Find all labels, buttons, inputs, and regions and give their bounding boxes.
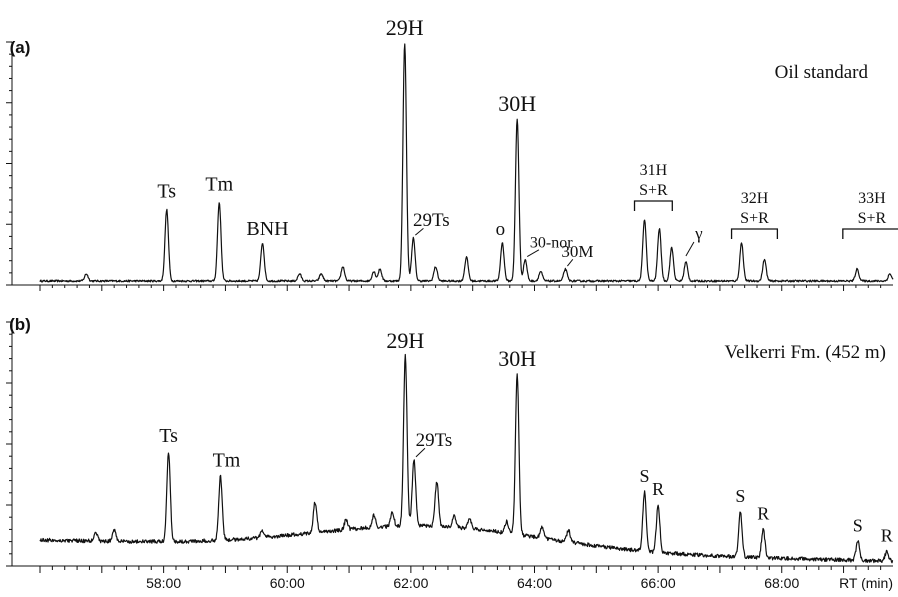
gamma-label: γ [694, 224, 703, 243]
x-tick-label: 66:00 [641, 575, 676, 591]
sample-annotation: Oil standard [775, 62, 869, 83]
peak-group-label: 32H [741, 190, 769, 207]
label-pointer [526, 249, 540, 258]
peak-label: 29H [386, 15, 424, 40]
peak-group-bracket [633, 200, 673, 211]
peak-group-epimers: S+R [740, 210, 769, 227]
chromatogram-trace [39, 43, 894, 283]
peak-label: Tm [205, 173, 233, 195]
peak-label: S [735, 486, 745, 506]
peak-label: 29H [386, 328, 424, 353]
panel-label: (b) [9, 315, 31, 334]
peak-label: BNH [246, 218, 288, 240]
peak-group-label: 33H [858, 190, 886, 207]
x-tick-label: 68:00 [764, 575, 799, 591]
peak-label: 30H [498, 91, 536, 116]
peak-label: 29Ts [413, 210, 450, 231]
peak-label: 30-nor [530, 235, 573, 252]
label-pointer [685, 241, 695, 257]
peak-label: o [496, 219, 506, 240]
x-axis: 58:00 60:00 62:00 64:00 66:00 68:00 RT (min) [12, 565, 893, 591]
peak-group-label: 31H [640, 162, 668, 179]
peak-label: 29Ts [416, 430, 453, 451]
x-axis-label: RT (min) [839, 575, 893, 591]
peak-label: R [757, 503, 769, 523]
peak-label: Tm [213, 449, 241, 471]
x-tick-label: 58:00 [146, 575, 181, 591]
chromatogram-trace [39, 353, 894, 564]
panel-label: (a) [10, 38, 31, 57]
x-tick-label: 64:00 [517, 575, 552, 591]
peak-label: R [652, 479, 664, 499]
peak-group-epimers: S+R [858, 210, 887, 227]
sample-annotation: Velkerri Fm. (452 m) [725, 342, 886, 363]
peak-label: S [853, 516, 863, 536]
peak-group-epimers: S+R [639, 182, 668, 199]
peak-label: 30M [561, 242, 593, 261]
peak-label: 30H [498, 346, 536, 371]
label-pointer [415, 227, 424, 236]
peak-label: S [640, 466, 650, 486]
peak-group-bracket [730, 228, 779, 239]
label-pointer [415, 447, 426, 458]
x-tick-label: 60:00 [270, 575, 305, 591]
peak-label: Ts [157, 181, 176, 203]
peak-label: Ts [159, 425, 178, 447]
peak-group-bracket [842, 228, 898, 239]
x-tick-label: 62:00 [393, 575, 428, 591]
peak-label: R [881, 526, 893, 546]
label-pointer [567, 258, 574, 267]
